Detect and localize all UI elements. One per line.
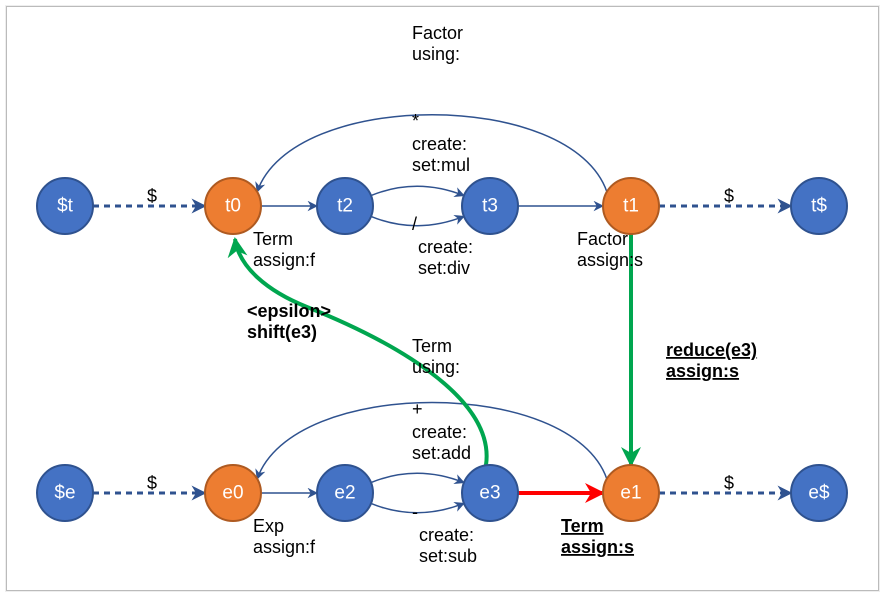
- lbl_e_create_sub: create:set:sub: [419, 525, 477, 566]
- edge-t2_t3_top: [371, 186, 464, 195]
- lbl_reduce: reduce(e3)assign:s: [666, 340, 757, 381]
- node-label-e0: e0: [222, 483, 243, 504]
- node-st: $t: [37, 178, 93, 234]
- lbl_plus: +: [412, 399, 423, 419]
- node-label-e2: e2: [334, 483, 355, 504]
- node-e3: e3: [462, 465, 518, 521]
- node-ts: t$: [791, 178, 847, 234]
- lbl_t_create_mul: create:set:mul: [412, 134, 470, 175]
- node-label-e3: e3: [479, 483, 500, 504]
- diagram-frame: $t t0 t2 t3 t1 t$ $e e0 e2 e3 e1 e$ Factorusing: * cr…: [6, 6, 879, 591]
- node-es: e$: [791, 465, 847, 521]
- lbl_dollar_t1: $: [147, 186, 157, 206]
- edge-t2_t3_bot: [371, 216, 464, 225]
- lbl_dollar_t2: $: [724, 186, 734, 206]
- node-label-t0: t0: [225, 196, 241, 217]
- lbl_star: *: [412, 111, 419, 131]
- lbl_term_assigns: Termassign:s: [561, 516, 634, 557]
- node-se: $e: [37, 465, 93, 521]
- lbl_t_create_div: create:set:div: [418, 237, 473, 278]
- lbl_slash: /: [412, 214, 417, 234]
- lbl_dollar_e2: $: [724, 473, 734, 493]
- node-label-ts: t$: [811, 196, 827, 217]
- node-label-e1: e1: [620, 483, 641, 504]
- lbl_exp_assignf: Expassign:f: [253, 516, 316, 557]
- node-label-es: e$: [808, 483, 830, 504]
- lbl_eps_shift: <epsilon>shift(e3): [247, 301, 331, 342]
- node-e0: e0: [205, 465, 261, 521]
- node-t1: t1: [603, 178, 659, 234]
- lbl_term_using: Termusing:: [412, 336, 460, 377]
- lbl_factor_using: Factorusing:: [412, 23, 463, 64]
- node-label-t2: t2: [337, 196, 353, 217]
- lbl_term_assignf: Termassign:f: [253, 229, 316, 270]
- lbl_dollar_e1: $: [147, 473, 157, 493]
- lbl_factor_assigns: Factorassign:s: [577, 229, 643, 270]
- node-label-st: $t: [57, 196, 74, 217]
- node-label-se: $e: [54, 483, 75, 504]
- lbl_minus: -: [412, 502, 418, 522]
- lbl_e_create_add: create:set:add: [412, 422, 471, 463]
- node-t0: t0: [205, 178, 261, 234]
- diagram-svg: $t t0 t2 t3 t1 t$ $e e0 e2 e3 e1 e$ Factorusing: * cr…: [7, 7, 880, 592]
- edge-e2_e3_top: [371, 473, 464, 482]
- node-e2: e2: [317, 465, 373, 521]
- node-t3: t3: [462, 178, 518, 234]
- node-label-t1: t1: [623, 196, 639, 217]
- node-t2: t2: [317, 178, 373, 234]
- node-e1: e1: [603, 465, 659, 521]
- node-label-t3: t3: [482, 196, 498, 217]
